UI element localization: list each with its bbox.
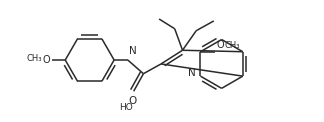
Text: CH₃: CH₃ <box>225 41 240 50</box>
Text: CH₃: CH₃ <box>26 54 42 63</box>
Text: HO: HO <box>119 103 133 112</box>
Text: O: O <box>216 40 224 50</box>
Text: O: O <box>129 96 137 106</box>
Text: O: O <box>43 55 51 65</box>
Text: N: N <box>129 46 136 56</box>
Text: N: N <box>188 68 196 78</box>
